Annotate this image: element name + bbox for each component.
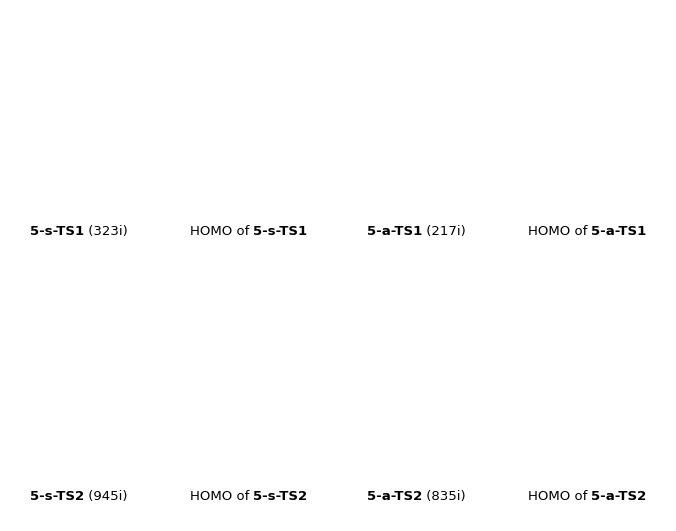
Text: 5-s-TS2: 5-s-TS2: [30, 490, 84, 503]
Text: (217i): (217i): [422, 225, 466, 238]
Text: (945i): (945i): [84, 490, 128, 503]
Text: HOMO of: HOMO of: [190, 490, 254, 503]
Text: 5-a-TS2: 5-a-TS2: [367, 490, 422, 503]
Text: HOMO of: HOMO of: [528, 490, 592, 503]
Text: HOMO of: HOMO of: [190, 225, 254, 238]
Text: 5-s-TS1: 5-s-TS1: [30, 225, 84, 238]
Text: (835i): (835i): [422, 490, 466, 503]
Text: HOMO of: HOMO of: [528, 225, 592, 238]
Text: 5-a-TS2: 5-a-TS2: [592, 490, 647, 503]
Text: 5-a-TS1: 5-a-TS1: [367, 225, 422, 238]
Text: 5-s-TS1: 5-s-TS1: [254, 225, 308, 238]
Text: 5-a-TS1: 5-a-TS1: [592, 225, 647, 238]
Text: 5-s-TS2: 5-s-TS2: [254, 490, 308, 503]
Text: (323i): (323i): [84, 225, 128, 238]
